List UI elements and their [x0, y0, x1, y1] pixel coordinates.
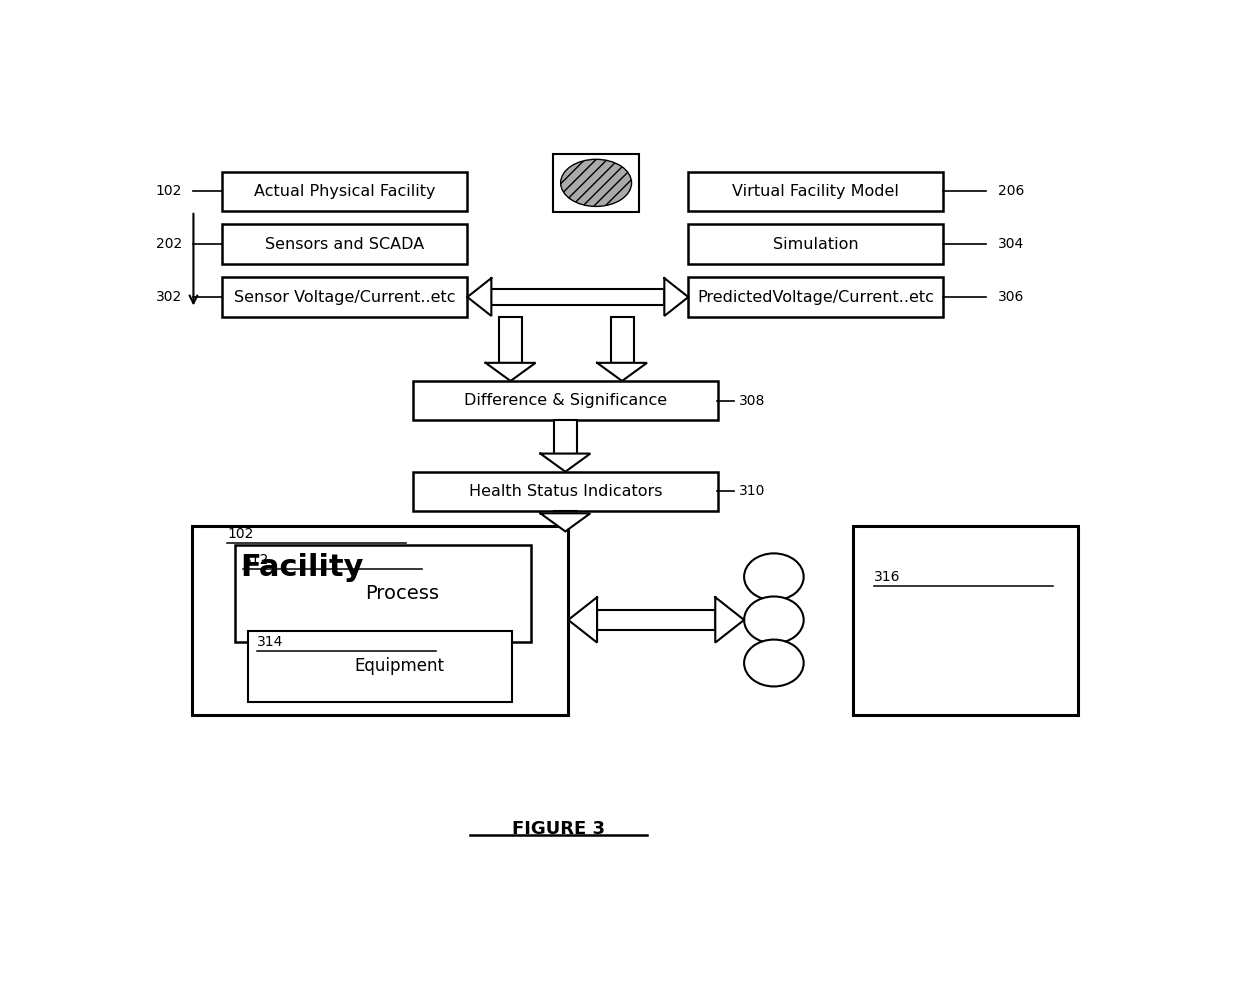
Ellipse shape	[560, 159, 631, 206]
Text: 306: 306	[998, 290, 1024, 304]
Text: 102: 102	[227, 526, 253, 541]
Text: 102: 102	[155, 185, 182, 198]
Text: FIGURE 3: FIGURE 3	[512, 820, 605, 838]
Bar	[234, 545, 531, 642]
Bar	[853, 526, 1078, 715]
Bar	[413, 471, 718, 511]
Text: Equipment: Equipment	[355, 657, 445, 676]
Bar	[554, 420, 577, 454]
Circle shape	[744, 639, 804, 686]
Text: 302: 302	[156, 290, 182, 304]
Text: Actual Physical Facility: Actual Physical Facility	[254, 184, 435, 198]
Bar	[222, 172, 467, 211]
Bar	[688, 277, 942, 317]
Bar	[498, 317, 522, 362]
Text: Difference & Significance: Difference & Significance	[464, 393, 667, 409]
Text: Sensor Voltage/Current..etc: Sensor Voltage/Current..etc	[234, 290, 455, 304]
Text: 312: 312	[243, 553, 270, 568]
Circle shape	[744, 554, 804, 600]
Bar	[191, 526, 568, 715]
Polygon shape	[541, 514, 590, 531]
Bar	[688, 172, 942, 211]
Text: 206: 206	[998, 185, 1024, 198]
Text: Health Status Indicators: Health Status Indicators	[469, 484, 662, 499]
Bar	[688, 225, 942, 264]
Bar	[248, 631, 512, 701]
Bar	[491, 289, 665, 305]
Bar	[413, 381, 718, 420]
Text: Facility: Facility	[241, 553, 363, 582]
Text: Process: Process	[365, 584, 439, 603]
Text: PredictedVoltage/Current..etc: PredictedVoltage/Current..etc	[697, 290, 934, 304]
Bar	[222, 225, 467, 264]
Text: 316: 316	[874, 570, 900, 584]
Polygon shape	[467, 278, 491, 316]
Bar	[553, 154, 640, 211]
Text: 304: 304	[998, 237, 1024, 251]
Polygon shape	[486, 362, 536, 381]
Text: 308: 308	[739, 394, 765, 408]
Polygon shape	[665, 278, 688, 316]
Text: 314: 314	[257, 634, 283, 649]
Bar	[596, 610, 715, 629]
Bar	[610, 317, 634, 362]
Polygon shape	[568, 597, 596, 642]
Polygon shape	[596, 362, 647, 381]
Text: 202: 202	[156, 237, 182, 251]
Polygon shape	[715, 597, 744, 642]
Text: Virtual Facility Model: Virtual Facility Model	[733, 184, 899, 198]
Text: Sensors and SCADA: Sensors and SCADA	[265, 237, 424, 251]
Text: 310: 310	[739, 484, 765, 499]
Bar	[222, 277, 467, 317]
Bar	[554, 511, 577, 514]
Circle shape	[744, 596, 804, 643]
Text: Simulation: Simulation	[773, 237, 858, 251]
Polygon shape	[541, 454, 590, 471]
